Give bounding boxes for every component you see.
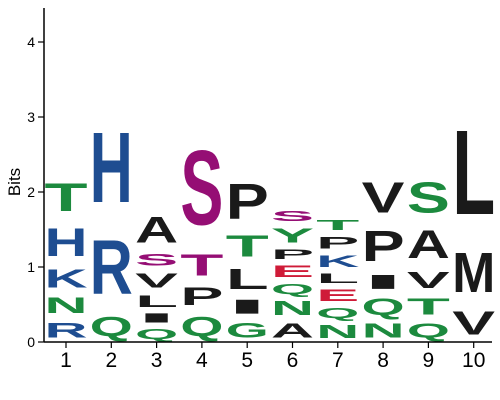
x-tick-label: 2 (105, 349, 117, 372)
logo-letter-n: N (316, 321, 359, 342)
logo-letter-l: L (452, 106, 495, 240)
logo-letter-r: R (45, 318, 88, 342)
x-tick-label: 4 (196, 349, 208, 372)
y-tick-label: 4 (27, 34, 35, 50)
logo-letter-a: A (135, 210, 178, 251)
logo-letter-i: I (226, 296, 269, 318)
logo-letter-p: P (316, 233, 359, 252)
logo-letter-q: Q (90, 311, 133, 342)
axes (43, 8, 492, 343)
logo-letter-i: I (135, 311, 178, 326)
y-axis-ticks: 0 1 2 3 4 (27, 34, 44, 350)
logo-letter-e: E (316, 286, 359, 305)
logo-letter-p: P (180, 283, 223, 311)
y-tick-label: 3 (27, 109, 35, 125)
y-tick-label: 0 (27, 334, 35, 350)
logo-letter-l: L (226, 263, 269, 295)
logo-letter-s: S (135, 250, 178, 269)
logo-letter-g: G (226, 318, 269, 342)
logo-letter-n: N (362, 320, 405, 342)
letter-stacks: RNKHTQRHQILVSAQPTSGILTPANQEPYSNQELKPTNQI… (45, 106, 496, 343)
logo-letter-s: S (407, 173, 450, 222)
logo-letter-r: R (90, 224, 133, 310)
logo-letter-y: Y (271, 225, 314, 247)
x-axis-ticks: 1 2 3 4 5 6 7 8 9 10 (60, 342, 485, 372)
logo-letter-v: V (407, 267, 450, 293)
x-tick-label: 5 (241, 349, 253, 372)
logo-letter-e: E (271, 262, 314, 281)
logo-letter-i: I (362, 271, 405, 293)
logo-letter-m: M (452, 241, 495, 305)
logo-letter-q: Q (316, 304, 359, 321)
logo-letter-s: S (271, 208, 314, 224)
logo-letter-s: S (180, 128, 223, 248)
x-tick-label: 8 (377, 349, 389, 372)
logo-letter-q: Q (362, 293, 405, 319)
logo-letter-t: T (45, 175, 88, 220)
y-tick-label: 2 (27, 184, 35, 200)
logo-letter-n: N (271, 297, 314, 319)
x-tick-label: 3 (151, 349, 163, 372)
logo-letter-t: T (180, 249, 223, 282)
x-tick-label: 10 (462, 349, 485, 372)
logo-letter-p: P (271, 247, 314, 262)
logo-letter-q: Q (407, 319, 450, 342)
logo-letter-k: K (316, 252, 360, 271)
logo-letter-q: Q (180, 311, 223, 342)
y-axis-label: Bits (5, 168, 24, 196)
logo-letter-t: T (407, 294, 450, 320)
logo-letter-v: V (135, 270, 178, 292)
logo-letter-a: A (407, 222, 450, 267)
logo-letter-q: Q (135, 325, 178, 342)
logo-letter-a: A (271, 320, 314, 342)
logo-letter-v: V (362, 173, 405, 222)
x-tick-label: 7 (332, 349, 344, 372)
x-tick-label: 9 (423, 349, 435, 372)
logo-letter-v: V (452, 305, 495, 342)
x-tick-label: 6 (287, 349, 299, 372)
logo-letter-q: Q (271, 280, 314, 297)
logo-letter-k: K (45, 265, 88, 293)
logo-letter-t: T (316, 217, 359, 234)
logo-letter-h: H (90, 112, 133, 224)
logo-letter-n: N (45, 293, 88, 318)
x-tick-label: 1 (60, 349, 72, 372)
logo-letter-l: L (316, 271, 359, 286)
y-tick-label: 1 (27, 259, 35, 275)
logo-letter-p: P (226, 174, 269, 230)
logo-letter-l: L (135, 292, 178, 311)
logo-letter-t: T (226, 230, 269, 263)
logo-letter-h: H (45, 220, 88, 265)
logo-letter-p: P (362, 222, 405, 271)
